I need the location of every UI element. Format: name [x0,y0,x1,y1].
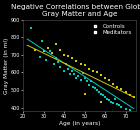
Point [83,77,86,79]
Point [96,89,98,91]
Point [114,98,116,100]
Point [79,63,82,65]
Point [92,86,94,88]
Point [102,94,104,96]
Point [98,91,100,93]
Point [51,52,53,54]
Point [49,50,51,52]
Point [75,60,78,62]
Point [94,87,96,89]
Point [124,91,127,93]
Point [124,108,127,110]
Point [116,86,119,88]
Point [104,96,106,98]
Point [120,106,123,108]
Point [112,83,114,85]
Point [71,70,73,72]
Point [100,74,102,76]
Legend: Controls, Meditators: Controls, Meditators [89,22,133,36]
Point [45,59,47,61]
Point [30,27,32,29]
Point [73,73,75,75]
Point [59,48,61,51]
Point [83,64,86,66]
Point [116,103,119,105]
Point [38,56,41,58]
Point [129,93,131,96]
Point [43,50,45,52]
Point [40,40,43,42]
Point [120,88,123,90]
Point [118,104,121,106]
Point [67,55,69,57]
Point [96,72,98,74]
Point [100,101,102,103]
Point [67,68,69,70]
Y-axis label: Gray Matter (in ml): Gray Matter (in ml) [4,37,9,94]
Point [69,73,71,75]
Point [65,63,67,65]
Point [106,98,108,100]
Point [90,80,92,82]
Point [88,84,90,86]
Point [34,48,37,51]
Point [71,57,73,59]
Point [108,99,110,101]
Point [75,77,78,79]
Point [100,93,102,95]
Point [55,43,57,45]
Point [57,61,59,63]
Point [110,100,112,103]
Point [55,57,57,59]
Point [104,77,106,79]
Point [88,68,90,70]
Point [86,80,88,82]
Point [133,96,135,98]
X-axis label: Age (in years): Age (in years) [59,121,100,126]
Point [53,63,55,65]
Point [77,75,80,77]
Point [63,70,65,72]
Point [59,66,61,68]
Point [79,79,82,81]
Point [83,93,86,95]
Point [112,102,114,104]
Point [81,72,84,74]
Point [92,70,94,72]
Point [47,47,49,49]
Point [129,109,131,111]
Point [108,79,110,82]
Title: Negative Correlations between Global
Gray Matter and Age: Negative Correlations between Global Gra… [11,4,140,17]
Point [63,54,65,56]
